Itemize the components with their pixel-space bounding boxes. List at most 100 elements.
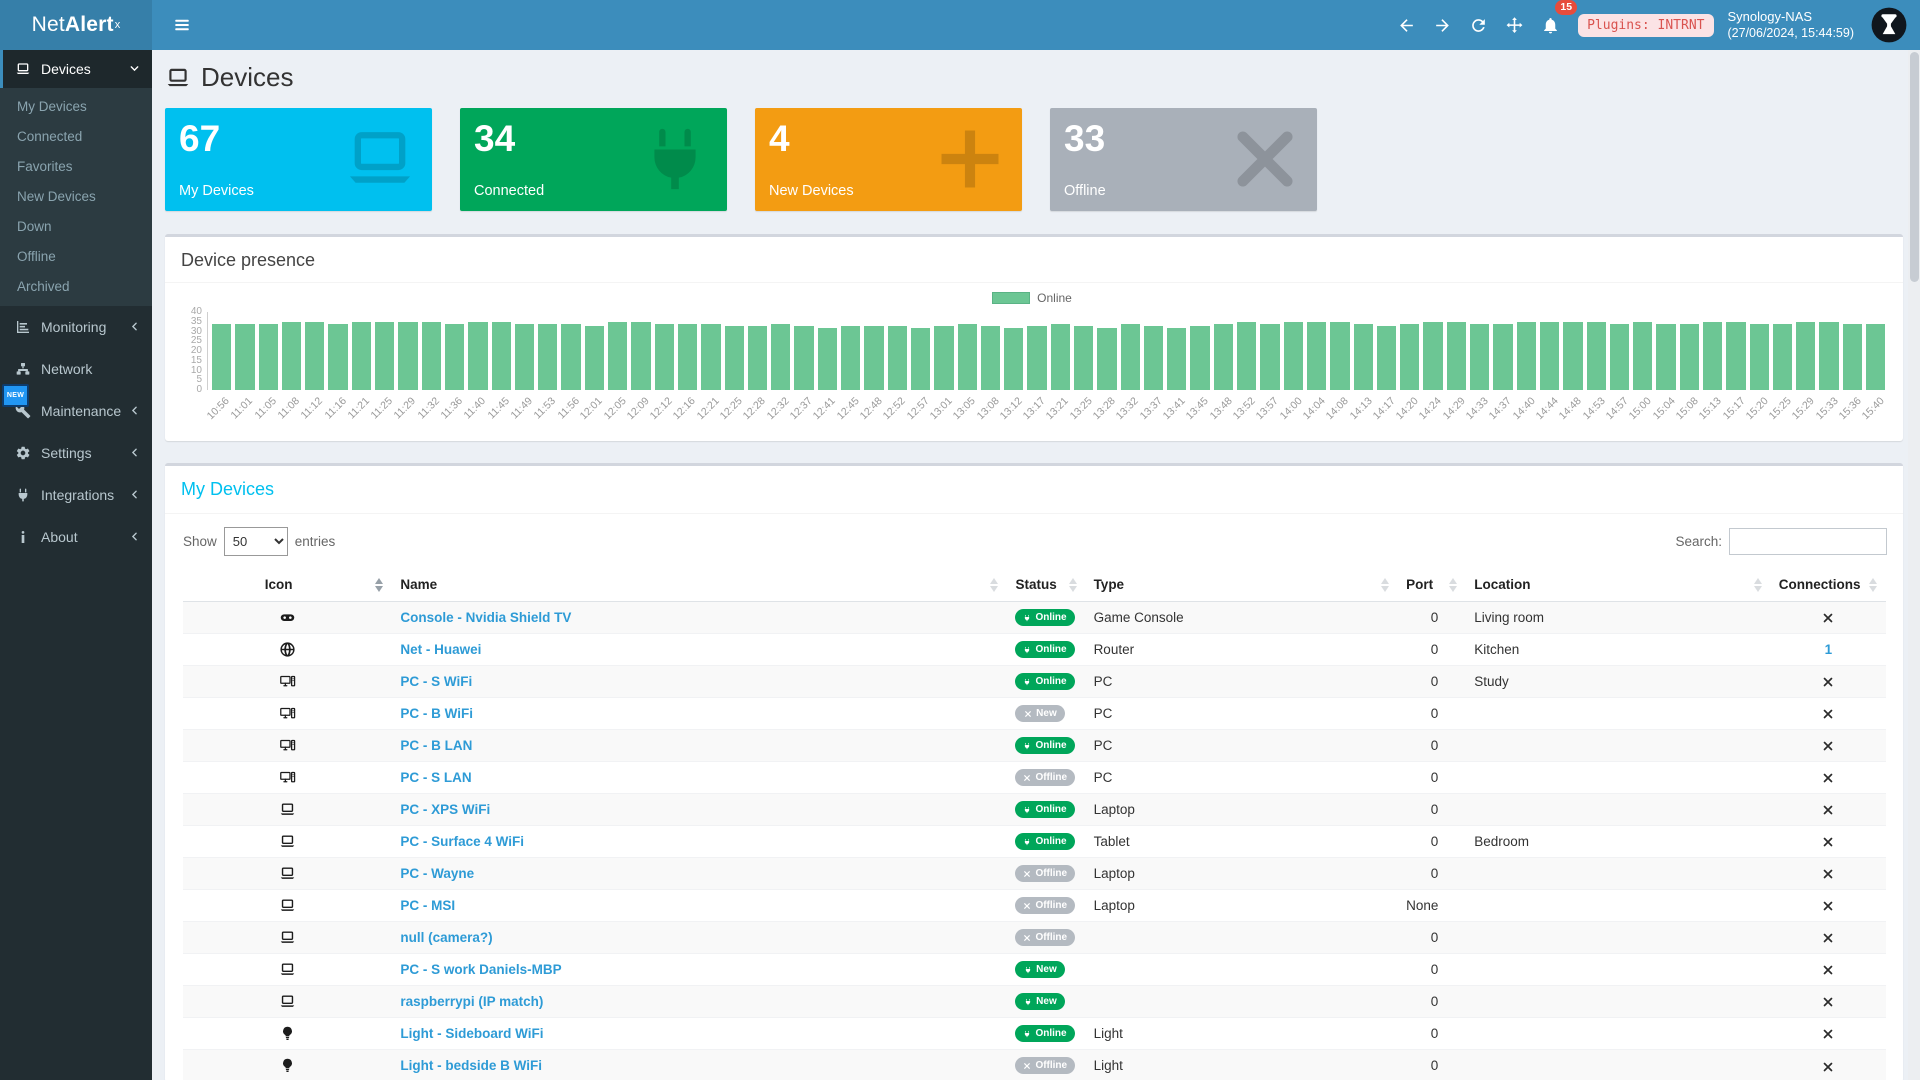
chart-bar[interactable] — [1563, 321, 1583, 390]
no-connections-x-icon[interactable] — [1822, 962, 1834, 977]
chart-bar[interactable] — [1097, 327, 1117, 390]
chart-bar[interactable] — [794, 325, 814, 390]
search-input[interactable] — [1729, 528, 1887, 555]
sort-icon[interactable] — [1753, 577, 1762, 592]
sidebar-subitem-new-devices[interactable]: New Devices — [17, 188, 96, 204]
device-name-link[interactable]: raspberrypi (IP match) — [400, 994, 544, 1009]
sidebar-item-maintenance[interactable]: Maintenance — [0, 390, 152, 432]
device-name-link[interactable]: PC - B WiFi — [400, 706, 473, 721]
chart-bar[interactable] — [747, 325, 768, 390]
chart-bar[interactable] — [724, 325, 744, 390]
column-header-type[interactable]: Type — [1085, 568, 1399, 602]
stat-card-my-devices[interactable]: 67 My Devices — [165, 108, 432, 211]
sort-icon[interactable] — [1381, 577, 1390, 592]
chart-bar[interactable] — [1842, 323, 1863, 390]
chart-bar[interactable] — [1516, 321, 1536, 390]
back-arrow-icon[interactable] — [1388, 7, 1424, 43]
chart-bar[interactable] — [1609, 323, 1630, 390]
sort-icon[interactable] — [1449, 577, 1458, 592]
chart-bar[interactable] — [1633, 321, 1653, 390]
chart-bar[interactable] — [1190, 325, 1210, 390]
chart-bar[interactable] — [1586, 321, 1606, 390]
app-logo[interactable]: Net Alert x — [0, 0, 152, 50]
sidebar-item-integrations[interactable]: Integrations — [0, 474, 152, 516]
chart-bar[interactable] — [1237, 321, 1257, 390]
chart-bar[interactable] — [1027, 325, 1047, 390]
chart-legend[interactable]: Online — [177, 291, 1887, 305]
chart-bar[interactable] — [608, 321, 628, 390]
chart-bar[interactable] — [1772, 323, 1793, 390]
chart-bar[interactable] — [677, 323, 698, 390]
plugins-status-badge[interactable]: Plugins: INTRNT — [1578, 13, 1714, 37]
no-connections-x-icon[interactable] — [1822, 898, 1834, 913]
sidebar-item-about[interactable]: About — [0, 516, 152, 558]
chart-bar[interactable] — [468, 321, 488, 390]
refresh-icon[interactable] — [1460, 7, 1496, 43]
device-name-link[interactable]: Net - Huawei — [400, 642, 482, 657]
device-name-link[interactable]: Light - Sideboard WiFi — [400, 1026, 544, 1041]
no-connections-x-icon[interactable] — [1822, 930, 1834, 945]
sidebar-item-network[interactable]: Network — [0, 348, 152, 390]
chart-bar[interactable] — [1749, 323, 1769, 390]
device-name-link[interactable]: null (camera?) — [400, 930, 493, 945]
chart-bar[interactable] — [375, 321, 395, 390]
no-connections-x-icon[interactable] — [1822, 1058, 1834, 1073]
stat-card-offline[interactable]: 33 Offline — [1050, 108, 1317, 211]
no-connections-x-icon[interactable] — [1822, 994, 1834, 1009]
chart-bar[interactable] — [1446, 321, 1467, 390]
chart-bar[interactable] — [841, 325, 861, 390]
chart-bar[interactable] — [1726, 321, 1746, 390]
column-header-connections[interactable]: Connections — [1770, 568, 1886, 602]
no-connections-x-icon[interactable] — [1822, 738, 1834, 753]
chart-bar[interactable] — [1866, 323, 1886, 390]
user-avatar[interactable] — [1870, 6, 1908, 44]
device-name-link[interactable]: PC - Wayne — [400, 866, 475, 881]
chart-bar[interactable] — [1004, 327, 1024, 390]
chart-bar[interactable] — [1819, 321, 1839, 390]
chart-bar[interactable] — [351, 321, 372, 390]
chart-bar[interactable] — [1143, 325, 1164, 390]
device-name-link[interactable]: PC - S work Daniels-MBP — [400, 962, 562, 977]
chart-bar[interactable] — [1306, 321, 1327, 390]
sidebar-item-settings[interactable]: Settings — [0, 432, 152, 474]
chart-bar[interactable] — [1167, 327, 1187, 390]
chart-bar[interactable] — [631, 321, 651, 390]
chart-bar[interactable] — [1260, 323, 1280, 390]
stat-card-connected[interactable]: 34 Connected — [460, 108, 727, 211]
chart-bar[interactable] — [1679, 323, 1699, 390]
scrollbar-thumb[interactable] — [1909, 52, 1919, 282]
chart-bar[interactable] — [934, 325, 954, 390]
chart-bar[interactable] — [817, 327, 838, 390]
chart-bar[interactable] — [887, 325, 907, 390]
sidebar-subitem-favorites[interactable]: Favorites — [17, 158, 73, 174]
chart-bar[interactable] — [235, 323, 255, 390]
no-connections-x-icon[interactable] — [1822, 866, 1834, 881]
sort-icon[interactable] — [375, 577, 384, 592]
device-name-link[interactable]: PC - MSI — [400, 898, 456, 913]
chart-bar[interactable] — [1703, 321, 1723, 390]
sidebar-subitem-connected[interactable]: Connected — [17, 128, 83, 144]
no-connections-x-icon[interactable] — [1822, 706, 1834, 721]
chart-bar[interactable] — [514, 323, 535, 390]
forward-arrow-icon[interactable] — [1424, 7, 1460, 43]
sidebar-item-devices[interactable]: Devices — [0, 50, 152, 88]
chart-bar[interactable] — [328, 323, 348, 390]
sidebar-subitem-archived[interactable]: Archived — [17, 278, 70, 294]
notifications-bell-icon[interactable]: 15 — [1532, 0, 1578, 43]
chart-bar[interactable] — [1073, 325, 1094, 390]
move-arrows-icon[interactable] — [1496, 7, 1532, 43]
sort-icon[interactable] — [1869, 577, 1877, 592]
chart-bar[interactable] — [1120, 323, 1140, 390]
chart-bar[interactable] — [281, 321, 302, 390]
chart-bar[interactable] — [398, 321, 418, 390]
column-header-status[interactable]: Status — [1007, 568, 1086, 602]
device-name-link[interactable]: PC - B LAN — [400, 738, 473, 753]
no-connections-x-icon[interactable] — [1822, 770, 1834, 785]
chart-bar[interactable] — [864, 325, 884, 390]
column-header-location[interactable]: Location — [1466, 568, 1771, 602]
chart-bar[interactable] — [561, 323, 581, 390]
device-name-link[interactable]: PC - XPS WiFi — [400, 802, 491, 817]
device-name-link[interactable]: PC - S WiFi — [400, 674, 473, 689]
chart-bar[interactable] — [1539, 321, 1560, 390]
chart-bar[interactable] — [1796, 321, 1816, 390]
